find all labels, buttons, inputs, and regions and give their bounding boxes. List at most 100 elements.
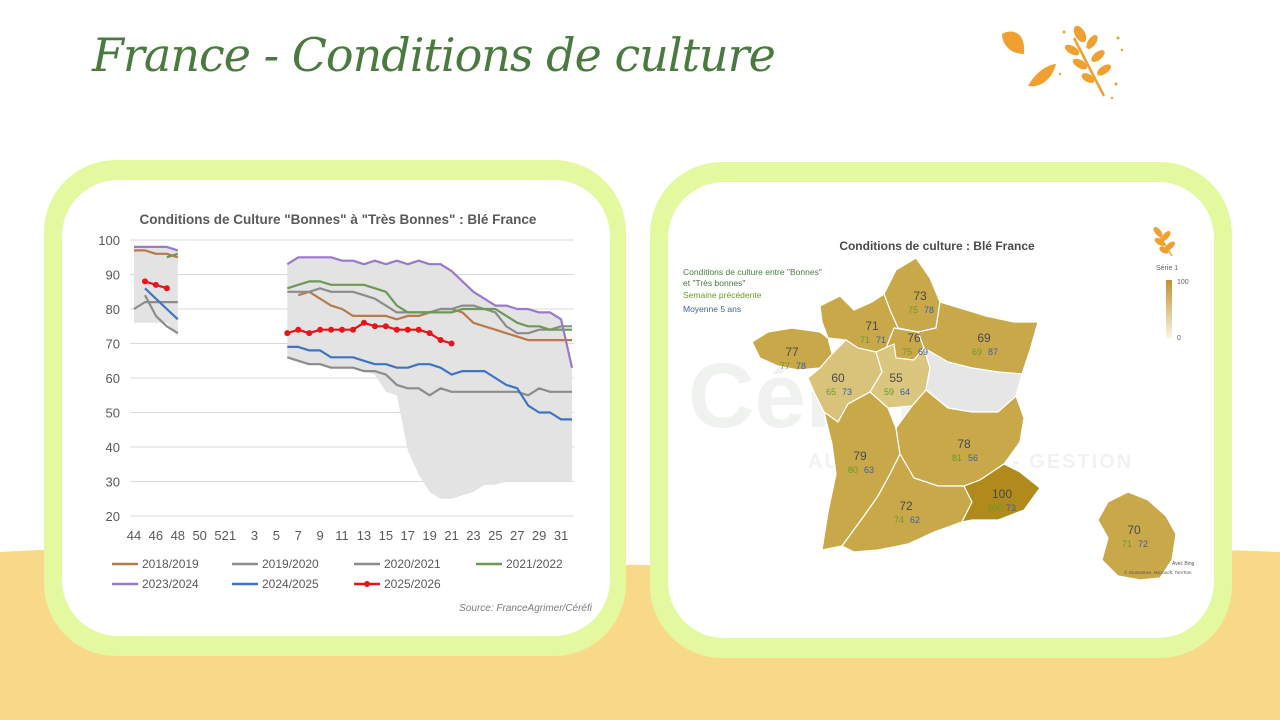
region-value-previous: 74 <box>894 515 904 525</box>
region-value-average: 64 <box>900 387 910 397</box>
x-tick-label: 48 <box>171 528 185 543</box>
x-tick-label: 27 <box>510 528 524 543</box>
x-tick-label: 50 <box>192 528 206 543</box>
x-tick-label: 25 <box>488 528 502 543</box>
x-tick-label: 21 <box>444 528 458 543</box>
region-value-previous: 69 <box>972 347 982 357</box>
map-card: Céréfi AUDIT - CONSEIL - GESTION Conditi… <box>668 182 1214 638</box>
y-tick-label: 70 <box>106 337 120 352</box>
region-value-average: 78 <box>924 305 934 315</box>
y-tick-label: 40 <box>106 440 120 455</box>
y-tick-label: 30 <box>106 475 120 490</box>
region-value-current: 55 <box>889 371 903 385</box>
legend-label: 2023/2024 <box>142 577 199 591</box>
point-2025-2026 <box>371 323 378 330</box>
x-tick-label: 44 <box>127 528 141 543</box>
map-color-scale: Série 1 100 0 <box>1156 265 1189 342</box>
y-tick-label: 50 <box>106 406 120 421</box>
region-value-previous: 75 <box>908 305 918 315</box>
region-value-previous: 71 <box>860 335 870 345</box>
point-2025-2026 <box>404 326 411 333</box>
region-value-previous: 71 <box>1122 539 1132 549</box>
region-value-average: 71 <box>876 335 886 345</box>
range-band <box>134 246 178 337</box>
y-tick-label: 60 <box>106 371 120 386</box>
legend-current-line2: et "Très bonnes" <box>683 278 745 288</box>
region-value-average: 73 <box>842 387 852 397</box>
region-value-previous: 65 <box>826 387 836 397</box>
series-line-2024-2025 <box>144 287 572 421</box>
point-2025-2026 <box>426 330 433 337</box>
legend-label: 2024/2025 <box>262 577 319 591</box>
region-value-current: 60 <box>831 371 845 385</box>
region-value-average: 56 <box>968 453 978 463</box>
chart-source: Source: FranceAgrimer/Céréfi <box>459 603 593 614</box>
region-value-current: 100 <box>992 487 1012 501</box>
x-tick-label: 46 <box>149 528 163 543</box>
region-value-average: 72 <box>1138 539 1148 549</box>
x-tick-label: 9 <box>317 528 324 543</box>
y-tick-label: 20 <box>106 509 120 524</box>
region-value-previous: 80 <box>848 465 858 475</box>
point-2025-2026 <box>163 285 170 292</box>
point-2025-2026 <box>393 326 400 333</box>
bing-label: Avec Bing <box>1172 561 1195 567</box>
map-legend: Conditions de culture entre "Bonnes" et … <box>683 267 822 314</box>
bing-attribution: Avec Bing © GeoNames, Microsoft, TomTom <box>1124 559 1195 575</box>
region-value-average: 62 <box>910 515 920 525</box>
region-france-inset[interactable] <box>1097 491 1177 581</box>
scale-title: Série 1 <box>1156 265 1178 272</box>
region-value-previous: 100 <box>987 503 1002 513</box>
x-tick-label: 1 <box>229 528 236 543</box>
point-2025-2026 <box>437 337 444 344</box>
x-tick-label: 5 <box>273 528 280 543</box>
x-tick-label: 19 <box>422 528 436 543</box>
x-tick-label: 52 <box>214 528 228 543</box>
x-tick-label: 23 <box>466 528 480 543</box>
series-line-2021-2022 <box>166 252 572 331</box>
x-tick-label: 11 <box>335 528 349 543</box>
legend-previous-week: Semaine précédente <box>683 290 762 300</box>
point-2025-2026 <box>360 319 367 326</box>
point-2025-2026 <box>339 326 346 333</box>
legend-label: 2019/2020 <box>262 557 319 571</box>
point-2025-2026 <box>152 281 159 288</box>
x-tick-label: 3 <box>251 528 258 543</box>
region-provence-alpes-cote-d-azur[interactable] <box>960 463 1041 523</box>
region-value-average: 78 <box>796 361 806 371</box>
region-value-current: 77 <box>785 345 799 359</box>
x-tick-label: 29 <box>532 528 546 543</box>
x-tick-label: 15 <box>379 528 393 543</box>
point-2025-2026 <box>141 278 148 285</box>
region-value-current: 71 <box>865 319 879 333</box>
page-title: France - Conditions de culture <box>92 28 776 82</box>
region-value-average: 63 <box>864 465 874 475</box>
region-value-average: 73 <box>1006 503 1016 513</box>
line-chart: Conditions de Culture "Bonnes" à "Très B… <box>98 212 593 614</box>
x-tick-label: 13 <box>357 528 371 543</box>
y-tick-label: 90 <box>106 268 120 283</box>
legend-label: 2021/2022 <box>506 557 563 571</box>
region-value-average: 87 <box>988 347 998 357</box>
point-2025-2026 <box>350 326 356 333</box>
map-title: Conditions de culture : Blé France <box>839 239 1035 253</box>
legend-label: 2020/2021 <box>384 557 441 571</box>
scale-min: 0 <box>1177 335 1181 342</box>
point-2025-2026 <box>382 323 389 330</box>
scale-max: 100 <box>1177 279 1189 286</box>
y-tick-label: 80 <box>106 302 120 317</box>
point-2025-2026 <box>284 330 291 337</box>
region-value-current: 73 <box>913 289 927 303</box>
region-value-current: 76 <box>907 331 921 345</box>
series-line-2023-2024 <box>134 245 574 368</box>
wheat-logo-icon <box>1002 25 1124 100</box>
point-2025-2026 <box>415 326 422 333</box>
point-2025-2026 <box>448 340 455 347</box>
region-value-previous: 59 <box>884 387 894 397</box>
point-2025-2026 <box>328 326 335 333</box>
region-value-previous: 77 <box>780 361 790 371</box>
legend-label: 2025/2026 <box>384 577 441 591</box>
legend-current-line1: Conditions de culture entre "Bonnes" <box>683 267 822 277</box>
x-tick-label: 17 <box>401 528 415 543</box>
series-line-2019-2020 <box>144 294 572 397</box>
